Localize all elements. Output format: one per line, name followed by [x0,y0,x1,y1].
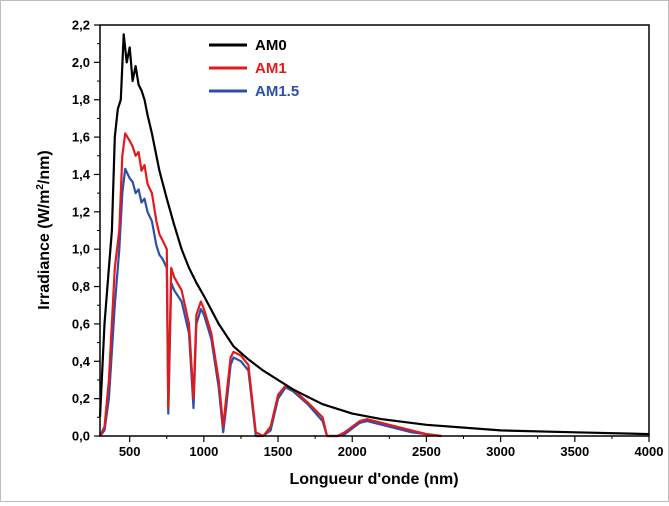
y-tick-label: 1,8 [72,92,90,107]
series-line-am0 [98,33,650,436]
y-tick-label: 0,6 [72,316,90,331]
series-layer [98,33,650,438]
legend-label-am1: AM1 [255,60,287,77]
x-tick-label: 1500 [264,444,293,459]
y-tick-label: 0,8 [72,279,90,294]
y-tick-label: 2,2 [72,18,90,33]
y-axis-title: Irradiance (W/m2/nm) [35,150,53,309]
y-tick-label: 1,4 [72,167,91,182]
y-axis-title-sup: 2 [35,184,46,190]
x-tick-label: 2500 [412,444,441,459]
x-tick-label: 3000 [486,444,515,459]
y-tick-label: 0,2 [72,391,90,406]
x-tick-label: 4000 [635,444,664,459]
axis-ticks [94,24,650,442]
y-tick-label: 0,4 [72,354,91,369]
y-tick-label: 1,6 [72,130,90,145]
legend-label-am1-5: AM1.5 [255,83,299,100]
x-tick-label: 500 [119,444,141,459]
x-axis-title: Longueur d'onde (nm) [289,471,458,488]
series-line-am1-5 [99,167,442,438]
legend-label-am0: AM0 [255,37,287,54]
y-axis-title-main: Irradiance (W/m [36,190,53,310]
x-tick-label: 3500 [560,444,589,459]
y-tick-label: 0,0 [72,429,90,444]
tick-labels: 500 1000 1500 2000 2500 3000 3500 4000 0,0 0,2 0,4… [72,18,664,460]
y-tick-label: 1,0 [72,242,90,257]
legend: AM0 AM1 AM1.5 [209,37,299,100]
x-tick-label: 2000 [338,444,367,459]
y-tick-label: 2,0 [72,55,90,70]
plot-area [99,24,650,437]
x-tick-label: 1000 [189,444,218,459]
series-line-am1 [99,132,442,438]
y-axis-title-tail: /nm) [36,150,53,184]
y-tick-label: 1,2 [72,204,90,219]
